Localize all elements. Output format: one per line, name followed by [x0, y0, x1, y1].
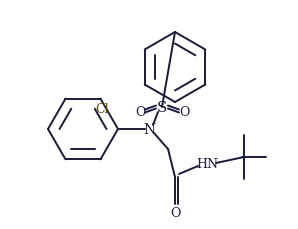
Text: HN: HN: [196, 158, 218, 171]
Text: S: S: [157, 101, 167, 114]
Text: Cl: Cl: [96, 103, 109, 116]
Text: O: O: [135, 105, 145, 118]
Text: N: N: [143, 123, 155, 136]
Text: O: O: [179, 105, 189, 118]
Text: O: O: [170, 207, 180, 220]
